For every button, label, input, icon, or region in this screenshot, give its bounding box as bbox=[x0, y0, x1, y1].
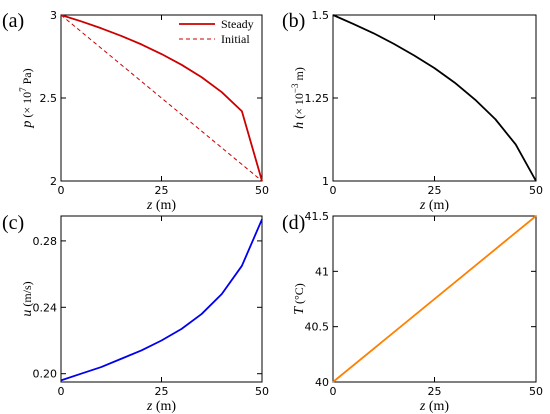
x-tick-label: 25 bbox=[155, 184, 169, 197]
plot-frame bbox=[332, 14, 537, 182]
series-line-initial bbox=[60, 14, 263, 182]
chart-panel-c: 0 25 50 0.20 0.24 0.28 (c) z (m) u (m/s) bbox=[2, 212, 269, 414]
y-axis-label: p (× 107 Pa) bbox=[18, 68, 35, 128]
x-axis-label: z (m) bbox=[146, 399, 177, 414]
y-tick-label: 40 bbox=[315, 376, 329, 389]
y-tick-label: 2.5 bbox=[40, 92, 58, 105]
x-tick-label: 0 bbox=[330, 184, 337, 197]
y-axis-label: u (m/s) bbox=[20, 281, 35, 316]
y-tick-label: 40.5 bbox=[305, 321, 330, 334]
y-axis-label: h (× 10−3 m) bbox=[290, 67, 307, 129]
y-axis-label: T (°C) bbox=[292, 283, 307, 315]
panel-label: (d) bbox=[282, 212, 305, 234]
y-tick-label: 41 bbox=[315, 265, 329, 278]
y-tick-label: 0.28 bbox=[33, 235, 58, 248]
y-tick-label: 1.25 bbox=[305, 92, 330, 105]
plot-frame bbox=[60, 215, 263, 383]
y-tick-label: 0.20 bbox=[33, 368, 58, 381]
x-tick-label: 25 bbox=[428, 184, 442, 197]
series-line-0 bbox=[60, 218, 263, 382]
series-line-0 bbox=[332, 14, 537, 182]
x-tick-label: 50 bbox=[255, 184, 269, 197]
x-tick-label: 25 bbox=[155, 385, 169, 398]
x-axis-label: z (m) bbox=[419, 198, 450, 213]
y-tick-label: 1 bbox=[322, 175, 329, 188]
y-tick-label: 0.24 bbox=[33, 301, 58, 314]
y-tick-label: 3 bbox=[50, 9, 57, 22]
panel-label: (b) bbox=[282, 10, 305, 32]
y-tick-label: 2 bbox=[50, 175, 57, 188]
chart-panel-d: 0 25 50 40 40.5 41 41.5(d) z (m) T (°C) bbox=[282, 210, 543, 414]
x-tick-label: 50 bbox=[255, 385, 269, 398]
x-axis-label: z (m) bbox=[419, 399, 450, 414]
y-tick-label: 41.5 bbox=[305, 210, 330, 223]
legend-label: Steady bbox=[221, 17, 254, 31]
x-tick-label: 0 bbox=[58, 385, 65, 398]
series-line-0 bbox=[332, 215, 537, 383]
chart-panel-b: 0 25 50 1 1.25 1.5 (b) z (m) h (× 10−3 m) bbox=[282, 9, 543, 213]
x-axis-label: z (m) bbox=[146, 198, 177, 213]
panel-label: (a) bbox=[2, 10, 24, 32]
y-tick-label: 1.5 bbox=[312, 9, 330, 22]
x-tick-label: 50 bbox=[529, 385, 543, 398]
x-tick-label: 25 bbox=[428, 385, 442, 398]
legend-label: Initial bbox=[221, 32, 250, 46]
panel-label: (c) bbox=[2, 212, 24, 234]
x-tick-label: 0 bbox=[58, 184, 65, 197]
x-tick-label: 0 bbox=[330, 385, 337, 398]
x-tick-label: 50 bbox=[529, 184, 543, 197]
